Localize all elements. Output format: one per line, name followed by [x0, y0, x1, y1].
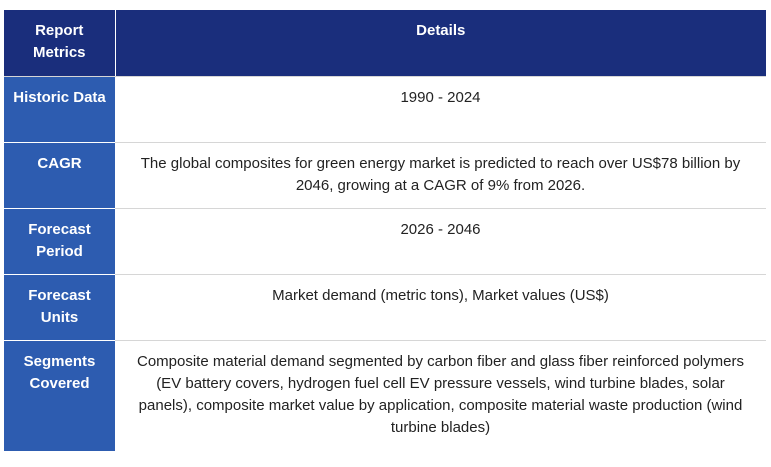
row-label-forecast-units: Forecast Units: [4, 274, 115, 341]
metrics-table: Report Metrics Details Historic Data 199…: [4, 10, 766, 451]
row-value-historic-data: 1990 - 2024: [115, 76, 766, 143]
row-label-segments-covered: Segments Covered: [4, 340, 115, 451]
row-value-forecast-period: 2026 - 2046: [115, 208, 766, 275]
header-details: Details: [115, 10, 766, 77]
report-metrics-table: Report Metrics Details Historic Data 199…: [4, 10, 766, 451]
row-value-forecast-units: Market demand (metric tons), Market valu…: [115, 274, 766, 341]
row-label-historic-data: Historic Data: [4, 76, 115, 143]
table-row: Historic Data 1990 - 2024: [4, 76, 766, 143]
row-value-cagr: The global composites for green energy m…: [115, 142, 766, 209]
row-value-segments-covered: Composite material demand segmented by c…: [137, 352, 744, 436]
header-report-metrics: Report Metrics: [4, 10, 116, 77]
row-label-forecast-period: Forecast Period: [4, 208, 115, 275]
table-row: CAGR The global composites for green ene…: [4, 142, 766, 209]
row-label-cagr: CAGR: [4, 142, 115, 209]
table-row: Forecast Period 2026 - 2046: [4, 208, 766, 275]
header-row: Report Metrics Details: [4, 10, 766, 77]
table-row: Segments Covered Composite material dema…: [4, 340, 766, 451]
table-row: Forecast Units Market demand (metric ton…: [4, 274, 766, 341]
